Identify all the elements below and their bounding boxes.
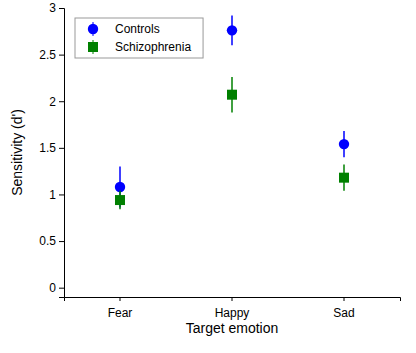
y-tick: 3 [49, 1, 64, 15]
y-tick: 0 [49, 281, 64, 295]
point [227, 25, 237, 35]
x-tick: Sad [333, 297, 354, 320]
y-tick-mark [59, 101, 64, 102]
y-tick-label: 0.5 [39, 234, 56, 248]
y-tick-label: 1.5 [39, 141, 56, 155]
y-tick: 0.5 [39, 234, 64, 248]
point [339, 139, 349, 149]
plot: 0 0.5 1 1.5 2 2.5 3 Fear Happy Sad Controls Schizop… [39, 1, 400, 320]
point [115, 195, 125, 205]
series [115, 77, 349, 209]
y-tick: 2 [49, 95, 64, 109]
y-axis: 0 0.5 1 1.5 2 2.5 3 [39, 1, 64, 297]
y-tick: 2.5 [39, 48, 64, 62]
y-tick: 1 [49, 188, 64, 202]
x-tick-label: Happy [215, 306, 250, 320]
series [115, 15, 349, 207]
x-tick-label: Sad [333, 306, 354, 320]
x-tick-mark [232, 297, 233, 301]
x-tick-mark [344, 297, 345, 301]
y-tick-mark [59, 8, 64, 9]
legend-symbol [88, 24, 98, 34]
y-tick: 1.5 [39, 141, 64, 155]
legend-label: Controls [115, 22, 160, 36]
legend-label: Schizophrenia [115, 40, 191, 54]
x-axis-title: Target emotion [186, 320, 279, 336]
y-axis-line [59, 9, 65, 298]
y-tick-mark [59, 148, 64, 149]
point [339, 173, 349, 183]
y-tick-label: 1 [49, 188, 56, 202]
legend-symbol [88, 42, 98, 52]
y-tick-mark [59, 288, 64, 289]
x-axis: Fear Happy Sad [65, 297, 401, 320]
x-tick-label: Fear [108, 306, 133, 320]
x-tick: Happy [215, 297, 250, 320]
x-tick-mark [120, 297, 121, 301]
y-axis-title: Sensitivity (d') [9, 109, 25, 196]
y-tick-mark [59, 241, 64, 242]
y-tick-mark [59, 194, 64, 195]
y-tick-mark [59, 55, 64, 56]
point [115, 182, 125, 192]
x-tick: Fear [108, 297, 133, 320]
x-axis-line [65, 298, 401, 302]
chart: 0 0.5 1 1.5 2 2.5 3 Fear Happy Sad Controls Schizop… [0, 0, 416, 353]
y-tick-label: 3 [49, 1, 56, 15]
legend: Controls Schizophrenia [75, 18, 203, 58]
y-tick-label: 2.5 [39, 48, 56, 62]
marks [115, 15, 349, 209]
y-tick-label: 2 [49, 95, 56, 109]
y-tick-label: 0 [49, 281, 56, 295]
point [227, 90, 237, 100]
legend-box [75, 18, 203, 58]
